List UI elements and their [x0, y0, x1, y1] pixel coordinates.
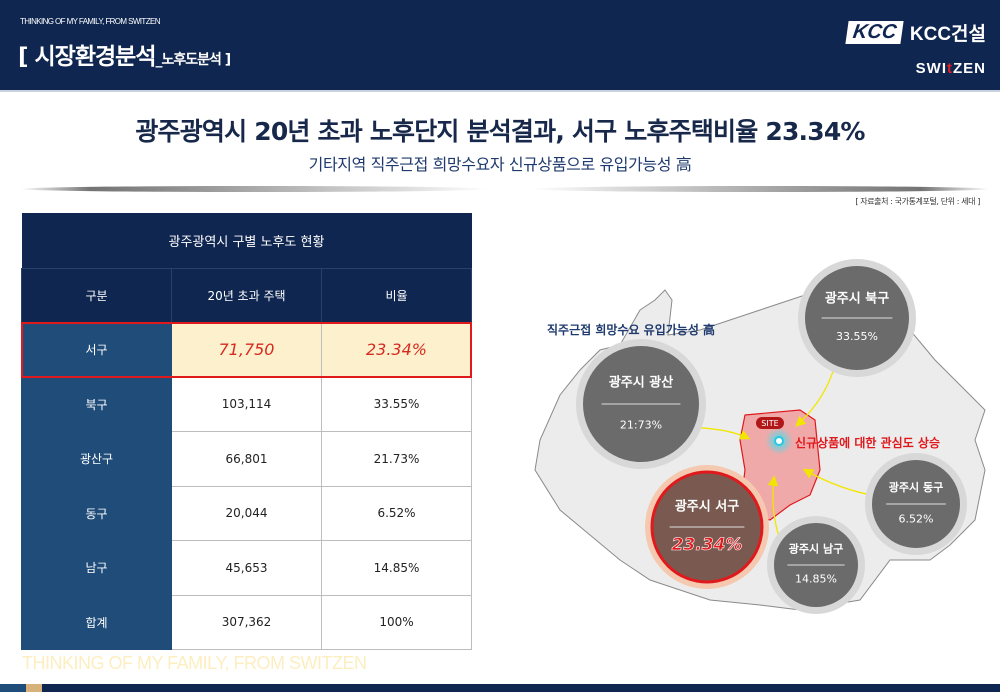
- district-circle: 광주시 북구 33.55%: [798, 259, 916, 377]
- district-pct: 21:73%: [620, 418, 662, 431]
- table-title: 광주광역시 구별 노후도 현황: [21, 213, 472, 268]
- divider-shadow-left: [20, 186, 490, 192]
- district-name: 광주시 남구: [789, 542, 843, 555]
- cell-count: 20,044: [171, 485, 322, 541]
- cell-district: 남구: [21, 540, 172, 596]
- district-circle: 광주시 남구 14.85%: [767, 516, 865, 614]
- header: THINKING OF MY FAMILY, FROM SWITZEN [ 시장…: [0, 0, 1000, 92]
- map-note: 직주근접 희망수요 유입가능성 高: [547, 322, 715, 337]
- district-circle: 광주시 서구 23.34%: [645, 465, 769, 589]
- district-name: 광주시 북구: [825, 291, 889, 306]
- table-row: 북구 103,114 33.55%: [21, 376, 472, 432]
- cell-count: 71,750: [171, 322, 322, 378]
- table-row: 남구 45,653 14.85%: [21, 540, 472, 596]
- district-pct: 14.85%: [795, 573, 837, 586]
- source-note: [ 자료출처 : 국가통계포털, 단위 : 세대 ]: [855, 197, 980, 206]
- switzen-logo: SWItZEN: [916, 60, 986, 77]
- kcc-brand: KCC건설: [909, 24, 986, 45]
- cell-district: 북구: [21, 376, 172, 432]
- col-header: 구분: [21, 267, 172, 323]
- section-title: [ 시장환경분석_노후도분석 ]: [18, 37, 231, 71]
- cell-ratio: 6.52%: [321, 485, 472, 541]
- tagline: THINKING OF MY FAMILY, FROM SWITZEN: [20, 17, 161, 26]
- switzen-a: SWI: [915, 60, 947, 77]
- interest-label: 신규상품에 대한 관심도 상승: [795, 435, 940, 450]
- switzen-b: ZEN: [953, 60, 986, 77]
- district-circle: 광주시 광산 21:73%: [576, 339, 706, 469]
- cell-district: 서구: [21, 322, 172, 378]
- section-title-sub: _노후도분석 ]: [155, 52, 231, 68]
- col-header: 20년 초과 주택: [171, 267, 322, 323]
- table-row-highlight: 서구 71,750 23.34%: [21, 322, 472, 378]
- cell-count: 307,362: [171, 594, 322, 650]
- district-name: 광주시 서구: [675, 500, 739, 515]
- col-header: 비율: [321, 267, 472, 323]
- district-name: 광주시 광산: [609, 375, 673, 391]
- district-pct: 33.55%: [836, 330, 878, 343]
- table-row-total: 합계 307,362 100%: [21, 594, 472, 650]
- site-badge: [756, 417, 784, 429]
- headline: 광주광역시 20년 초과 노후단지 분석결과, 서구 노후주택비율 23.34%: [135, 117, 865, 146]
- cell-ratio: 21.73%: [321, 431, 472, 487]
- section-title-main: [ 시장환경분석: [18, 44, 156, 70]
- district-circle: 광주시 동구 6.52%: [865, 453, 967, 555]
- district-name: 광주시 동구: [889, 481, 943, 494]
- cell-ratio: 14.85%: [321, 540, 472, 596]
- highlight-frame: [21, 322, 472, 378]
- district-pct: 23.34%: [672, 535, 743, 555]
- cell-district: 합계: [21, 594, 172, 650]
- aging-table: 광주광역시 구별 노후도 현황 구분 20년 초과 주택 비율 서구 71,750 23…: [21, 213, 472, 650]
- cell-count: 45,653: [171, 540, 322, 596]
- subheadline: 기타지역 직주근접 희망수요자 신규상품으로 유입가능성 高: [308, 155, 692, 174]
- district-pct: 6.52%: [899, 512, 934, 525]
- table-row: 광산구 66,801 21.73%: [21, 431, 472, 487]
- kcc-logo: KCC KCC건설: [844, 19, 986, 46]
- cell-district: 광산구: [21, 431, 172, 487]
- seogu-area: [739, 409, 821, 521]
- footer-bar: [0, 684, 1000, 692]
- site-dot: [774, 436, 784, 446]
- cell-ratio: 23.34%: [321, 322, 472, 378]
- watermark: THINKING OF MY FAMILY, FROM SWITZEN: [22, 653, 367, 673]
- switzen-t: t: [947, 60, 953, 77]
- site-label: SITE: [761, 419, 778, 428]
- cell-ratio: 100%: [321, 594, 472, 650]
